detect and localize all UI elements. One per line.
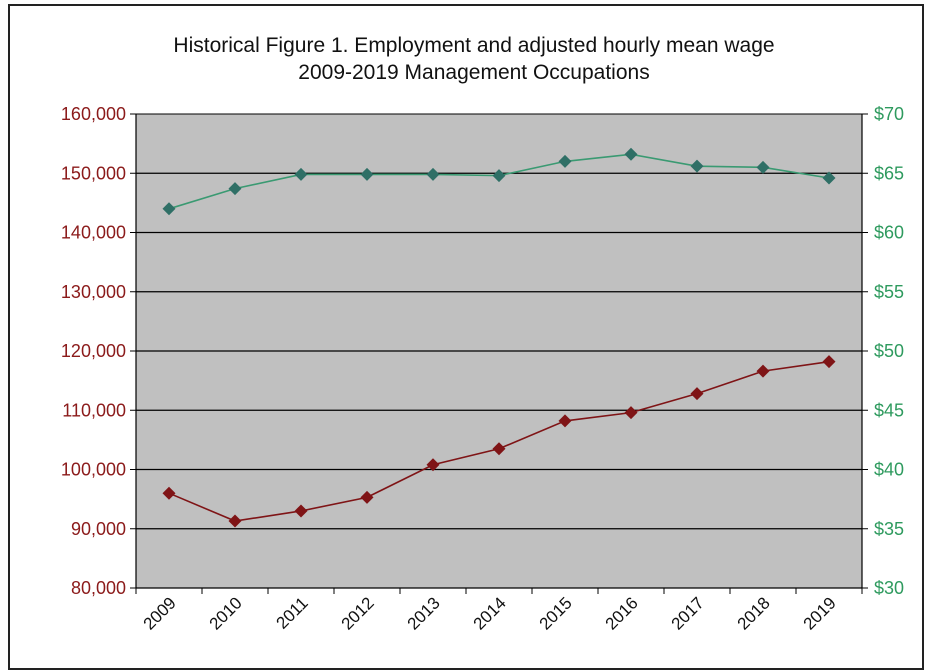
x-tick-label: 2014 — [470, 593, 510, 633]
right-tick-label: $65 — [874, 163, 904, 183]
wage-point — [756, 160, 770, 174]
right-tick-label: $70 — [874, 104, 904, 124]
employment-point — [756, 364, 770, 378]
right-tick-label: $45 — [874, 400, 904, 420]
x-tick-label: 2011 — [273, 593, 312, 632]
employment-point — [294, 504, 308, 518]
right-tick-label: $35 — [874, 519, 904, 539]
right-tick-label: $30 — [874, 578, 904, 598]
x-tick-label: 2009 — [140, 593, 180, 633]
employment-point — [690, 387, 704, 401]
x-tick-label: 2018 — [734, 593, 774, 633]
wage-point — [690, 159, 704, 173]
left-tick-label: 110,000 — [62, 400, 126, 420]
x-tick-label: 2010 — [206, 593, 246, 633]
wage-point — [492, 169, 506, 183]
employment-point — [558, 414, 572, 428]
left-tick-label: 120,000 — [61, 341, 126, 361]
x-tick-label: 2015 — [536, 593, 576, 633]
chart-subtitle: 2009-2019 Management Occupations — [298, 61, 649, 84]
chart-title: Historical Figure 1. Employment and adju… — [173, 34, 774, 57]
x-tick-label: 2019 — [800, 593, 840, 633]
employment-point — [492, 442, 506, 456]
employment-point — [426, 458, 440, 472]
x-tick-label: 2016 — [602, 593, 642, 633]
right-tick-label: $60 — [874, 223, 904, 243]
left-tick-label: 100,000 — [61, 460, 126, 480]
left-tick-label: 80,000 — [71, 578, 126, 598]
left-tick-label: 90,000 — [71, 519, 126, 539]
employment-point — [228, 514, 242, 528]
x-tick-label: 2012 — [338, 593, 378, 633]
wage-point — [162, 202, 176, 216]
left-tick-label: 130,000 — [61, 282, 126, 302]
employment-point — [162, 486, 176, 500]
wage-point — [822, 171, 836, 185]
employment-point — [822, 355, 836, 369]
wage-point — [426, 167, 440, 181]
wage-point — [228, 182, 242, 196]
employment-point — [624, 406, 638, 420]
x-tick-label: 2013 — [404, 593, 444, 633]
right-tick-label: $40 — [874, 460, 904, 480]
left-tick-label: 160,000 — [61, 104, 126, 124]
wage-point — [558, 154, 572, 168]
left-tick-label: 150,000 — [61, 163, 126, 183]
right-tick-label: $55 — [874, 282, 904, 302]
wage-point — [360, 167, 374, 181]
employment-point — [360, 490, 374, 504]
wage-point — [624, 147, 638, 161]
right-tick-label: $50 — [874, 341, 904, 361]
left-tick-label: 140,000 — [61, 223, 126, 243]
wage-point — [294, 167, 308, 181]
x-tick-label: 2017 — [668, 593, 708, 633]
